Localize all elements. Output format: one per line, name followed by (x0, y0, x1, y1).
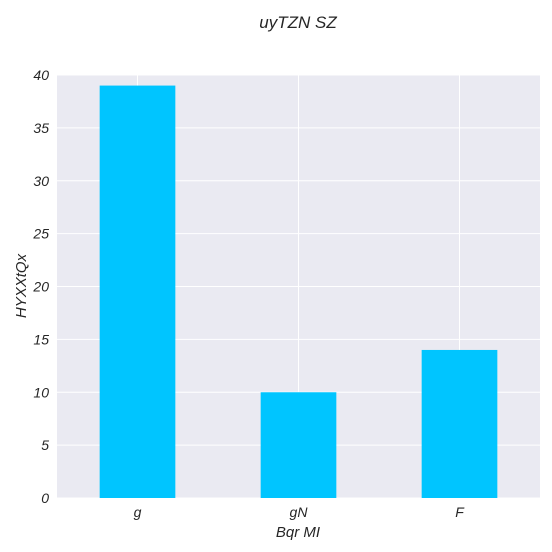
bar-F (421, 349, 498, 498)
y-tick-label: 10 (33, 384, 49, 400)
y-tick-label: 25 (32, 226, 49, 242)
y-tick-label: 15 (33, 331, 49, 347)
bar-g (99, 85, 176, 498)
y-tick-label: 30 (33, 173, 49, 189)
y-axis-ticks: 0 5 10 15 20 25 30 35 40 (32, 67, 49, 506)
bars (99, 85, 498, 498)
x-tick-label: g (134, 504, 142, 520)
y-tick-label: 0 (41, 490, 49, 506)
chart-title: uyTZN SZ (259, 13, 337, 32)
y-tick-label: 20 (32, 279, 49, 295)
x-tick-label: F (455, 504, 465, 520)
x-tick-label: gN (290, 504, 309, 520)
bar-gN (260, 392, 337, 498)
y-tick-label: 40 (33, 67, 49, 83)
y-tick-label: 35 (33, 120, 49, 136)
y-axis-label: HYXXtQx (13, 253, 30, 318)
y-tick-label: 5 (41, 437, 49, 453)
x-axis-ticks: g gN F (134, 504, 466, 520)
x-axis-label: Bqr MI (276, 524, 320, 541)
